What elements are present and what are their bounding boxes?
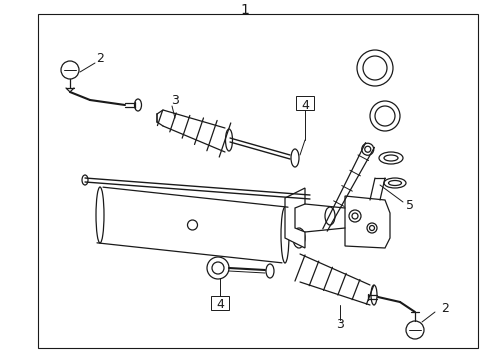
Ellipse shape xyxy=(379,152,403,164)
Ellipse shape xyxy=(293,228,305,248)
Bar xyxy=(296,96,314,110)
Ellipse shape xyxy=(134,99,142,111)
Ellipse shape xyxy=(362,143,374,155)
Ellipse shape xyxy=(370,101,400,131)
Text: 1: 1 xyxy=(241,3,249,17)
Circle shape xyxy=(367,223,377,233)
Ellipse shape xyxy=(357,50,393,86)
Bar xyxy=(211,296,229,310)
Ellipse shape xyxy=(266,264,274,278)
Text: 5: 5 xyxy=(406,198,414,212)
Ellipse shape xyxy=(384,178,406,188)
Circle shape xyxy=(207,257,229,279)
Ellipse shape xyxy=(291,149,299,167)
Text: 2: 2 xyxy=(96,51,104,64)
Circle shape xyxy=(369,225,374,230)
Circle shape xyxy=(212,262,224,274)
Text: 4: 4 xyxy=(216,298,224,311)
Circle shape xyxy=(406,321,424,339)
Text: 2: 2 xyxy=(441,302,449,315)
Text: 3: 3 xyxy=(171,94,179,107)
Ellipse shape xyxy=(96,187,104,243)
Circle shape xyxy=(61,61,79,79)
Ellipse shape xyxy=(325,207,335,225)
Circle shape xyxy=(188,220,197,230)
Ellipse shape xyxy=(389,180,401,185)
Ellipse shape xyxy=(371,285,377,305)
Ellipse shape xyxy=(82,175,88,185)
Ellipse shape xyxy=(365,146,371,152)
Ellipse shape xyxy=(225,129,232,151)
Ellipse shape xyxy=(296,233,302,243)
Text: 3: 3 xyxy=(336,319,344,332)
Circle shape xyxy=(349,210,361,222)
Ellipse shape xyxy=(375,106,395,126)
Bar xyxy=(38,14,478,348)
Text: 4: 4 xyxy=(301,99,309,112)
Polygon shape xyxy=(345,196,390,248)
Circle shape xyxy=(352,213,358,219)
Polygon shape xyxy=(285,188,305,248)
Ellipse shape xyxy=(281,207,289,263)
Ellipse shape xyxy=(363,56,387,80)
Ellipse shape xyxy=(384,155,398,161)
